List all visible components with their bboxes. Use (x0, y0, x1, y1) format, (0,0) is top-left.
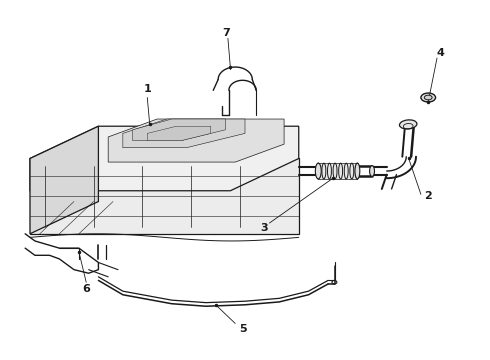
Polygon shape (123, 119, 245, 148)
Ellipse shape (424, 95, 432, 100)
Text: 3: 3 (261, 224, 269, 233)
Ellipse shape (369, 166, 374, 176)
Text: 7: 7 (222, 28, 230, 38)
Text: 6: 6 (82, 284, 90, 294)
Polygon shape (108, 119, 284, 162)
Ellipse shape (421, 93, 436, 102)
Text: 2: 2 (424, 191, 432, 201)
Text: 1: 1 (144, 84, 151, 94)
Polygon shape (30, 158, 299, 234)
Ellipse shape (316, 163, 321, 179)
Ellipse shape (355, 163, 360, 179)
Ellipse shape (399, 120, 417, 129)
Text: 4: 4 (437, 48, 444, 58)
Polygon shape (318, 163, 357, 179)
Polygon shape (147, 126, 211, 140)
Polygon shape (30, 126, 299, 191)
Text: 5: 5 (239, 324, 246, 334)
Polygon shape (133, 119, 225, 140)
Polygon shape (30, 126, 98, 234)
